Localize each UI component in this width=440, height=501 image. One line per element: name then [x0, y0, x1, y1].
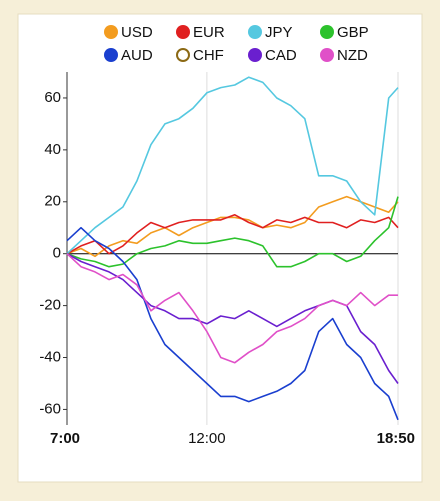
y-tick-label: 0	[53, 245, 61, 262]
legend-label: CAD	[265, 47, 297, 64]
series-line	[66, 253, 398, 364]
legend-marker	[320, 25, 334, 39]
legend-marker	[248, 48, 262, 62]
y-tick-label: -40	[39, 348, 61, 365]
y-tick-label: 40	[44, 141, 61, 158]
x-tick-label: 7:00	[50, 430, 80, 447]
y-tick-label: -20	[39, 297, 61, 314]
series-line	[66, 214, 399, 255]
legend-marker	[176, 25, 190, 39]
y-tick-label: 60	[44, 89, 61, 106]
legend-label: GBP	[337, 24, 369, 41]
legend-marker	[248, 25, 262, 39]
legend-label: NZD	[337, 47, 368, 64]
legend-label: AUD	[121, 47, 153, 64]
y-tick-label: 20	[44, 193, 61, 210]
series-line	[66, 195, 399, 258]
legend-label: EUR	[193, 24, 225, 41]
panel	[17, 13, 423, 483]
legend-marker	[320, 48, 334, 62]
legend-label: USD	[121, 24, 153, 41]
y-tick-label: -60	[39, 400, 61, 417]
series-line	[66, 196, 399, 268]
legend-marker	[104, 25, 118, 39]
x-tick-label: 18:50	[377, 430, 415, 447]
legend-label: JPY	[265, 24, 293, 41]
legend-label: CHF	[193, 47, 224, 64]
series-line	[66, 226, 399, 421]
series-line	[66, 76, 399, 255]
legend-marker	[176, 48, 190, 62]
x-tick-label: 12:00	[188, 430, 226, 447]
legend-marker	[104, 48, 118, 62]
